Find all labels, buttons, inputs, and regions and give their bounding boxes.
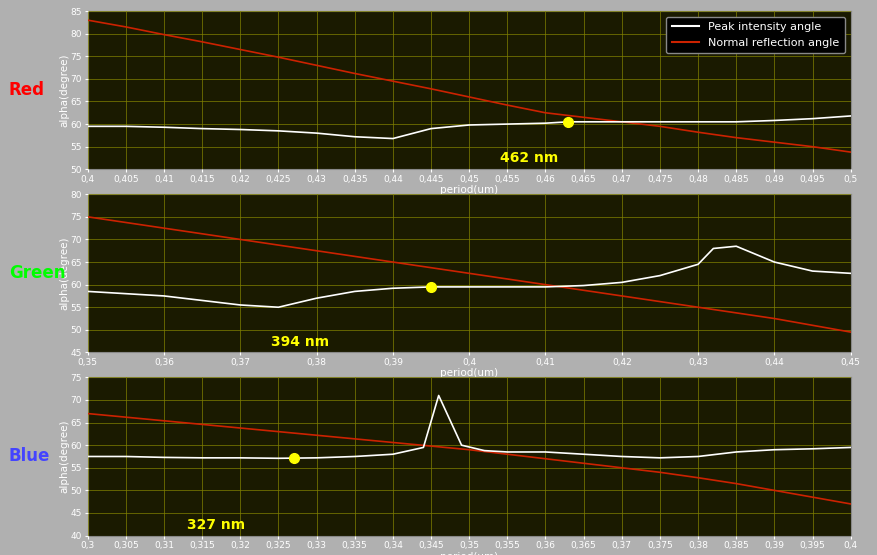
X-axis label: period(um): period(um): [440, 185, 498, 195]
Text: 327 nm: 327 nm: [187, 518, 245, 532]
Y-axis label: alpha(degree): alpha(degree): [60, 420, 69, 493]
Text: 394 nm: 394 nm: [271, 335, 329, 349]
X-axis label: period(um): period(um): [440, 369, 498, 379]
Text: Blue: Blue: [9, 447, 50, 466]
Y-axis label: alpha(degree): alpha(degree): [60, 53, 69, 127]
Y-axis label: alpha(degree): alpha(degree): [60, 236, 69, 310]
Legend: Peak intensity angle, Normal reflection angle: Peak intensity angle, Normal reflection …: [667, 17, 845, 53]
Text: Green: Green: [9, 264, 65, 282]
Text: 462 nm: 462 nm: [500, 152, 558, 165]
Text: Red: Red: [9, 81, 45, 99]
X-axis label: period(um): period(um): [440, 552, 498, 555]
